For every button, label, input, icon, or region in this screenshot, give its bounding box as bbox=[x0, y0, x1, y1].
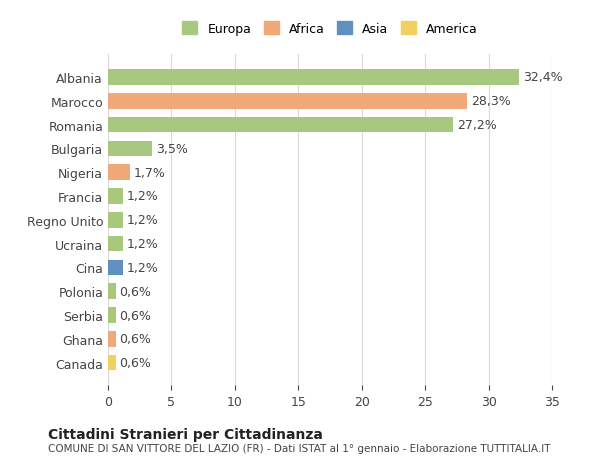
Bar bbox=[108, 94, 467, 109]
Bar bbox=[108, 189, 123, 204]
Text: COMUNE DI SAN VITTORE DEL LAZIO (FR) - Dati ISTAT al 1° gennaio - Elaborazione T: COMUNE DI SAN VITTORE DEL LAZIO (FR) - D… bbox=[48, 443, 551, 453]
Text: 1,7%: 1,7% bbox=[133, 166, 165, 179]
Text: 3,5%: 3,5% bbox=[156, 143, 188, 156]
Bar bbox=[108, 331, 116, 347]
Bar bbox=[108, 355, 116, 370]
Bar bbox=[108, 213, 123, 228]
Bar bbox=[108, 165, 130, 180]
Text: 32,4%: 32,4% bbox=[523, 71, 562, 84]
Text: 1,2%: 1,2% bbox=[127, 190, 159, 203]
Text: 0,6%: 0,6% bbox=[119, 285, 151, 298]
Text: 0,6%: 0,6% bbox=[119, 333, 151, 346]
Bar bbox=[108, 284, 116, 299]
Text: 1,2%: 1,2% bbox=[127, 214, 159, 227]
Legend: Europa, Africa, Asia, America: Europa, Africa, Asia, America bbox=[179, 18, 481, 39]
Bar bbox=[108, 118, 453, 133]
Text: 0,6%: 0,6% bbox=[119, 356, 151, 369]
Text: Cittadini Stranieri per Cittadinanza: Cittadini Stranieri per Cittadinanza bbox=[48, 427, 323, 441]
Text: 28,3%: 28,3% bbox=[471, 95, 511, 108]
Bar bbox=[108, 141, 152, 157]
Text: 1,2%: 1,2% bbox=[127, 261, 159, 274]
Bar bbox=[108, 70, 519, 85]
Bar bbox=[108, 236, 123, 252]
Bar bbox=[108, 308, 116, 323]
Text: 27,2%: 27,2% bbox=[457, 119, 497, 132]
Text: 0,6%: 0,6% bbox=[119, 309, 151, 322]
Bar bbox=[108, 260, 123, 275]
Text: 1,2%: 1,2% bbox=[127, 238, 159, 251]
